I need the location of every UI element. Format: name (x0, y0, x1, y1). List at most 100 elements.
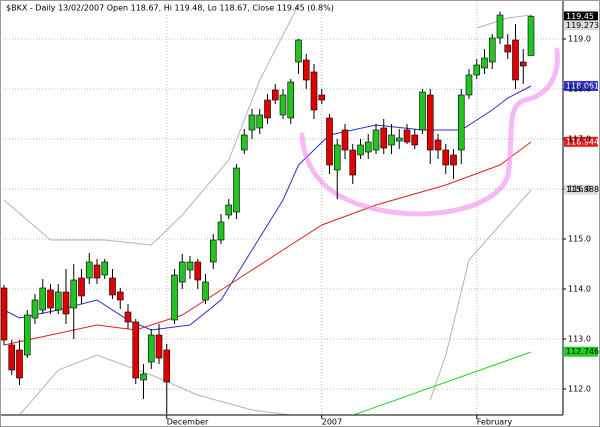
candle-body (240, 134, 248, 151)
candle-body (519, 61, 527, 67)
candle-body (349, 149, 357, 176)
candle-body (78, 277, 85, 297)
price-tag (564, 80, 598, 91)
candle-body (364, 141, 372, 153)
candle-body (47, 289, 54, 309)
candle-body (155, 334, 163, 359)
candle-body (318, 94, 326, 101)
x-tick-label: December (167, 418, 209, 427)
price-tag (564, 136, 598, 147)
candle-body (0, 287, 8, 341)
price-tag (564, 184, 598, 195)
overlay-line (3, 4, 532, 246)
candle-body (512, 39, 519, 81)
candle-body (465, 74, 473, 96)
candle-body (488, 37, 496, 63)
candles (0, 11, 535, 414)
candle-body (419, 91, 426, 131)
candle-body (380, 127, 388, 149)
candle-body (434, 139, 442, 151)
overlay-line (3, 85, 532, 331)
candle-body (93, 264, 101, 279)
y-tick-label: 118.0 (568, 85, 591, 94)
candle-body (132, 321, 140, 379)
candle-body (31, 299, 39, 319)
candle-body (496, 14, 504, 39)
candle-body (186, 261, 194, 271)
candle-body (481, 57, 488, 69)
candle-body (217, 221, 225, 241)
candle-body (70, 279, 78, 309)
candle-body (178, 261, 186, 283)
price-tag-label: 119.273 (566, 21, 599, 30)
candle-body (124, 311, 132, 323)
candle-body (473, 64, 481, 76)
candle-body (302, 59, 310, 81)
y-tick-label: 114.0 (568, 285, 591, 294)
x-tick-label: February (477, 418, 513, 427)
candle-body (411, 134, 419, 146)
y-tick-label: 117.0 (568, 135, 591, 144)
candle-body (109, 277, 116, 296)
candle-body (140, 373, 147, 381)
candle-body (426, 94, 434, 151)
candle-body (116, 291, 124, 301)
candle-body (54, 291, 62, 311)
price-tag-label: 118.061 (566, 81, 599, 90)
y-tick-label: 113.0 (568, 335, 591, 344)
grid (0, 0, 566, 419)
candle-body (326, 117, 333, 166)
candle-body (457, 94, 465, 151)
candle-body (194, 261, 202, 281)
candle-body (163, 349, 171, 383)
candle-body (295, 39, 302, 63)
candle-body (171, 274, 178, 321)
candle-body (225, 204, 233, 216)
overlay-line (19, 189, 532, 415)
candle-body (504, 44, 512, 53)
overlays (3, 4, 532, 415)
candle-body (333, 144, 341, 171)
candle-body (442, 149, 450, 166)
candle-body (388, 134, 395, 146)
candle-body (341, 129, 349, 151)
overlay-line (3, 141, 532, 346)
candle-body (62, 291, 70, 315)
candle-body (248, 114, 256, 131)
candle-body (147, 334, 155, 363)
candle-body (8, 344, 16, 371)
candle-body (279, 94, 287, 116)
candle-body (403, 129, 411, 143)
y-tick-label: 116.0 (568, 185, 591, 194)
candle-body (16, 349, 23, 379)
price-tag (564, 11, 598, 22)
y-tick-label: 115.0 (568, 235, 591, 244)
price-tag-label: 116.944 (566, 137, 599, 146)
candle-body (527, 16, 535, 56)
candle-body (39, 287, 47, 311)
candle-body (23, 314, 31, 356)
candle-body (209, 239, 217, 263)
y-tick-label: 112.0 (568, 385, 591, 394)
price-tag (564, 20, 598, 31)
x-tick-label: 2007 (322, 418, 342, 427)
chart-title: $BKX - Daily 13/02/2007 Open 118.67, Hi … (6, 4, 334, 13)
candle-body (395, 137, 403, 142)
candle-body (256, 114, 264, 129)
price-tag-label: 119.45 (566, 12, 594, 21)
candle-body (372, 129, 380, 151)
price-tag-label: 112.746 (566, 347, 599, 356)
candle-body (264, 99, 271, 119)
price-tag (564, 346, 598, 357)
candle-body (101, 261, 109, 276)
overlay-line (351, 351, 532, 415)
candle-body (310, 71, 318, 111)
candle-body (271, 89, 279, 101)
price-tag-label: 115.988 (566, 185, 599, 194)
candle-body (287, 81, 295, 119)
candle-body (233, 167, 240, 213)
annotation-stroke (299, 47, 560, 217)
candle-body (202, 281, 209, 301)
